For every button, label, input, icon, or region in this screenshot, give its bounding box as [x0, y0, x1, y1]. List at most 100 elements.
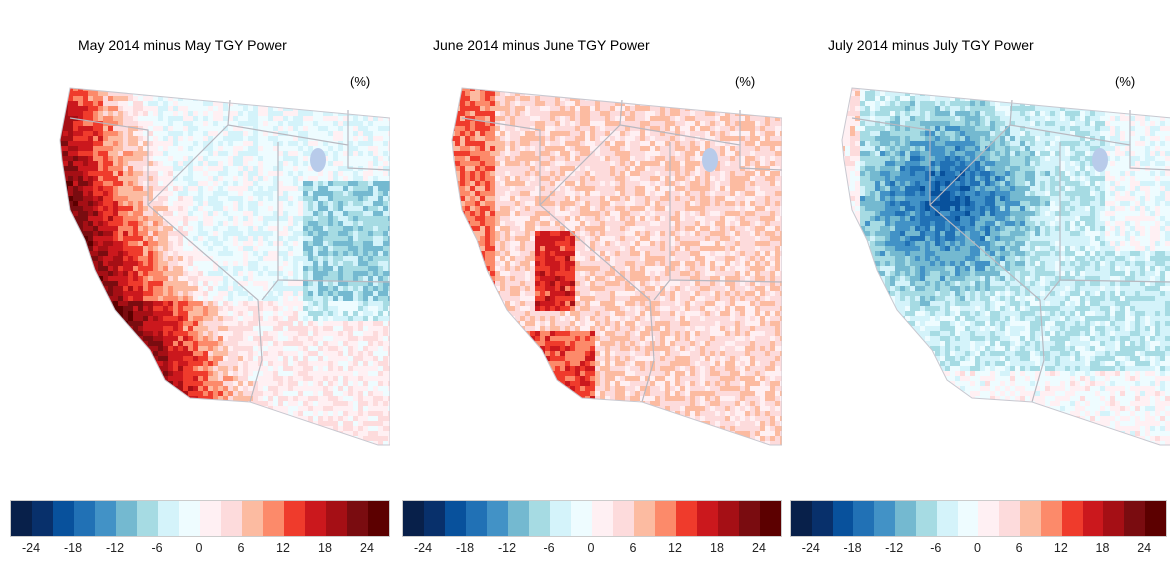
- map-grid-cells: [452, 88, 782, 445]
- colorbar: [402, 500, 782, 537]
- colorbar-bin: [832, 501, 854, 536]
- colorbar-bin: [760, 501, 781, 536]
- colorbar-bin: [368, 501, 389, 536]
- state-boundary: [851, 117, 931, 205]
- tick-label: 18: [1095, 541, 1110, 555]
- colorbar-bin: [445, 501, 466, 536]
- colorbar-bin: [179, 501, 200, 536]
- colorbar-bin: [158, 501, 179, 536]
- colorbar-bin: [853, 501, 875, 536]
- colorbar-bin: [305, 501, 326, 536]
- colorbar-bin: [508, 501, 529, 536]
- state-boundary: [461, 117, 541, 205]
- colorbar-bin: [676, 501, 697, 536]
- tick-label: 6: [1015, 541, 1023, 555]
- tick-label: -24: [413, 541, 433, 555]
- colorbar-bin: [1040, 501, 1062, 536]
- colorbar-bin: [424, 501, 445, 536]
- colorbar-bin: [571, 501, 592, 536]
- colorbar-bin: [200, 501, 221, 536]
- map-title: June 2014 minus June TGY Power: [433, 37, 650, 53]
- tick-label: -18: [63, 541, 83, 555]
- colorbar-bin: [284, 501, 305, 536]
- colorbar-bin: [915, 501, 937, 536]
- map-title: July 2014 minus July TGY Power: [828, 37, 1034, 53]
- region-outline: [59, 87, 390, 446]
- tick-label: 12: [668, 541, 682, 555]
- state-boundary: [653, 279, 671, 301]
- tick-label: -6: [543, 541, 555, 555]
- colorbar-bin: [242, 501, 263, 536]
- tick-label: 18: [318, 541, 332, 555]
- tick-label: 24: [1137, 541, 1152, 555]
- region-outline: [841, 87, 1170, 446]
- colorbar-bin: [592, 501, 613, 536]
- map-title: May 2014 minus May TGY Power: [78, 37, 287, 53]
- colorbar-bin: [999, 501, 1021, 536]
- colorbar-bin: [221, 501, 242, 536]
- colorbar-bin: [895, 501, 916, 536]
- colorbar-bin: [655, 501, 676, 536]
- tick-label: -24: [21, 541, 41, 555]
- colorbar-bin: [137, 501, 158, 536]
- colorbar-bin: [53, 501, 74, 536]
- colorbar-bin: [634, 501, 655, 536]
- tick-label: -24: [801, 541, 820, 555]
- tick-label: -18: [843, 541, 862, 555]
- colorbar-bin: [529, 501, 550, 536]
- colorbar-ticks: -24 -18 -12 -6 0 6 12 18 24: [790, 541, 1165, 557]
- great-salt-lake: [1092, 148, 1108, 172]
- tick-label: -18: [455, 541, 475, 555]
- colorbar-bin: [466, 501, 487, 536]
- great-salt-lake: [310, 148, 326, 172]
- tick-label: 6: [629, 541, 637, 555]
- tick-label: -6: [151, 541, 163, 555]
- tick-label: -6: [930, 541, 942, 555]
- state-boundary: [929, 99, 1045, 403]
- colorbar-bin: [1124, 501, 1146, 536]
- state-boundary: [619, 124, 782, 171]
- panel-july: July 2014 minus July TGY Power (%) -24 -1…: [782, 0, 1170, 585]
- colorbar-bin: [1061, 501, 1083, 536]
- state-boundary: [539, 99, 655, 403]
- colorbar-bin: [326, 501, 347, 536]
- difference-map: [59, 87, 390, 446]
- state-boundary: [1009, 124, 1170, 171]
- unit-label: (%): [1115, 74, 1136, 89]
- colorbar-bin: [550, 501, 571, 536]
- state-boundary: [69, 117, 149, 205]
- colorbar-bin: [811, 501, 833, 536]
- colorbar: [790, 500, 1167, 537]
- map-grid-cells: [60, 88, 390, 445]
- colorbar-bin: [347, 501, 368, 536]
- colorbar-bin: [403, 501, 424, 536]
- tick-label: 6: [237, 541, 245, 555]
- difference-map: [841, 87, 1170, 446]
- colorbar-bin: [74, 501, 95, 536]
- colorbar-ticks: -24 -18 -12 -6 0 6 12 18 24: [402, 541, 780, 557]
- colorbar-ticks: -24 -18 -12 -6 0 6 12 18 24: [10, 541, 388, 557]
- colorbar-bin: [11, 501, 32, 536]
- panel-june: June 2014 minus June TGY Power (%) -24 -1…: [392, 0, 782, 585]
- map-grid-cells: [842, 88, 1170, 445]
- colorbar-bin: [613, 501, 634, 536]
- tick-label: 12: [1053, 541, 1068, 555]
- colorbar-bin: [791, 501, 812, 536]
- tick-label: -12: [885, 541, 904, 555]
- state-boundary: [147, 99, 263, 403]
- colorbar-bin: [718, 501, 739, 536]
- colorbar-bin: [95, 501, 116, 536]
- colorbar-bin: [957, 501, 979, 536]
- colorbar-bin: [1145, 501, 1166, 536]
- colorbar-bin: [978, 501, 1000, 536]
- unit-label: (%): [735, 74, 756, 89]
- colorbar-bin: [936, 501, 958, 536]
- tick-label: 0: [587, 541, 595, 555]
- colorbar-bin: [263, 501, 284, 536]
- state-boundary: [227, 124, 390, 171]
- state-boundary: [1043, 279, 1061, 301]
- region-outline: [451, 87, 782, 446]
- colorbar-bin: [1082, 501, 1104, 536]
- tick-label: 18: [710, 541, 724, 555]
- colorbar-bin: [1103, 501, 1125, 536]
